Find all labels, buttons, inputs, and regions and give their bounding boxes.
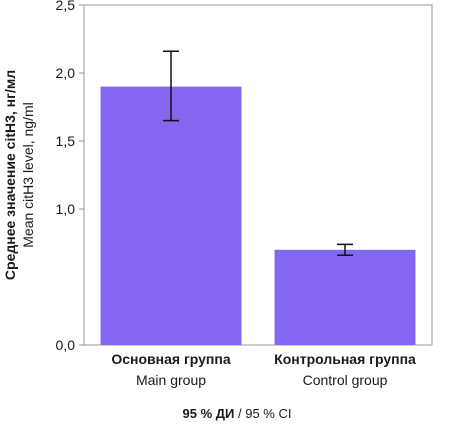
bar (274, 249, 416, 345)
x-axis-labels: Основная группа Main group Контрольная гру… (111, 351, 416, 388)
y-axis: 0,0 1,0 1,5 2,0 2,5 (56, 0, 84, 353)
y-axis-title-en: Mean citH3 level, ng/ml (20, 102, 36, 248)
x-category-label-en: Control group (303, 372, 388, 388)
ci-footnote-ru: 95 % ДИ (183, 406, 235, 421)
y-tick-label: 2,5 (56, 0, 76, 13)
x-category-label-ru: Основная группа (111, 351, 230, 367)
error-bars-layer (163, 50, 353, 256)
x-category-label-ru: Контрольная группа (274, 351, 416, 367)
x-category-label-en: Main group (136, 372, 206, 388)
plot-frame (83, 4, 433, 346)
y-tick-label: 1,5 (56, 133, 76, 149)
bar (100, 86, 242, 345)
y-tick-label: 2,0 (56, 65, 76, 81)
y-tick-label: 0,0 (56, 337, 76, 353)
ci-footnote-en: 95 % CI (245, 406, 291, 421)
bars-layer (100, 86, 416, 345)
y-tick-label: 1,0 (56, 201, 76, 217)
ci-footnote-sep: / (234, 406, 245, 421)
y-axis-title-ru: Среднее значение citH3, нг/мл (2, 70, 18, 280)
ci-footnote: 95 % ДИ / 95 % CI (183, 406, 292, 421)
